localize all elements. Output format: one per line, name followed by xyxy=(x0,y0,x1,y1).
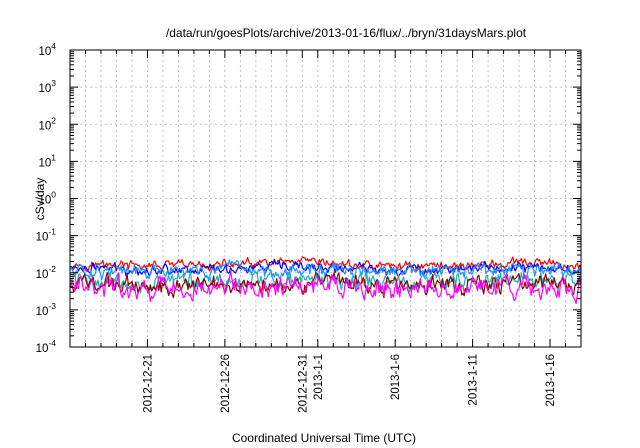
x-tick-label: 2013-1-16 xyxy=(545,354,557,406)
y-tick-exponent: -2 xyxy=(48,264,56,274)
y-tick-exponent: -3 xyxy=(48,301,56,311)
y-tick-label: 10-2 xyxy=(36,264,57,281)
series-line xyxy=(69,269,582,294)
y-tick-exponent: 0 xyxy=(51,190,56,200)
tick-marks xyxy=(70,49,581,348)
series-line xyxy=(69,256,582,273)
y-tick-exponent: 4 xyxy=(51,41,56,51)
series-group xyxy=(69,256,582,305)
y-tick-label: 101 xyxy=(38,152,56,169)
y-tick-exponent: 3 xyxy=(51,78,56,88)
series-line xyxy=(69,272,582,299)
x-axis-label: Coordinated Universal Time (UTC) xyxy=(232,431,416,445)
y-tick-label: 10-3 xyxy=(36,301,57,318)
plot-frame xyxy=(69,49,582,348)
x-tick-label: 2013-1-1 xyxy=(313,354,325,400)
x-tick-label: 2013-1-6 xyxy=(390,354,402,400)
x-tick-label: 2012-12-31 xyxy=(297,354,309,413)
series-line xyxy=(69,270,582,305)
x-tick-labels: 2012-12-21 2012-12-26 2012-12-31 2013-1-1 20… xyxy=(142,354,557,413)
y-tick-exponent: 1 xyxy=(51,152,56,162)
y-tick-label: 10-4 xyxy=(36,338,57,355)
y-tick-exponent: -1 xyxy=(48,227,56,237)
y-tick-label: 102 xyxy=(38,115,56,132)
x-tick-label: 2012-12-21 xyxy=(142,354,154,413)
y-tick-exponent: -4 xyxy=(48,338,56,348)
y-tick-label: 10-1 xyxy=(36,227,57,244)
y-tick-exponent: 2 xyxy=(51,115,56,125)
chart-title: /data/run/goesPlots/archive/2013-01-16/f… xyxy=(166,26,527,40)
y-axis-label: cSv/day xyxy=(33,178,47,221)
y-tick-label: 104 xyxy=(38,41,56,58)
x-tick-label: 2012-12-26 xyxy=(220,354,232,413)
grid-lines xyxy=(70,50,581,347)
y-tick-label: 103 xyxy=(38,78,56,95)
x-tick-label: 2013-1-11 xyxy=(468,354,480,406)
